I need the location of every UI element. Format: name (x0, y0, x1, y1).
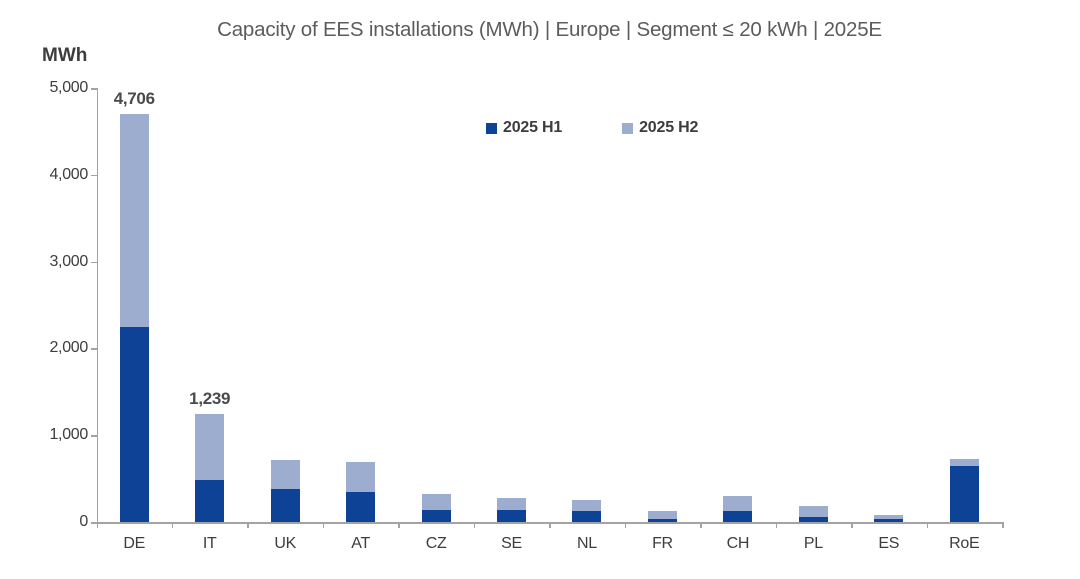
x-axis-tick (549, 522, 551, 528)
bar-CZ-h1 (421, 510, 451, 522)
bar-ES-h1 (874, 518, 904, 522)
x-axis-tick (1002, 522, 1004, 528)
y-axis-tick (90, 522, 98, 524)
y-tick-label: 5,000 (49, 79, 88, 96)
bar-PL-h2 (798, 505, 828, 517)
x-axis-tick (247, 522, 249, 528)
x-axis-tick (473, 522, 476, 528)
x-axis-tick (851, 522, 853, 528)
value-label-IT: 1,239 (189, 389, 231, 409)
x-tick-label-NL: NL (577, 535, 597, 552)
x-axis-tick (398, 522, 400, 528)
bar-SE-h1 (497, 509, 527, 522)
x-tick-label-SE: SE (501, 535, 522, 552)
y-axis-tick (90, 261, 98, 264)
x-tick-label-RoE: RoE (949, 535, 980, 552)
x-axis-tick (775, 522, 778, 528)
y-axis-tick (90, 88, 98, 90)
bar-PL-h1 (798, 516, 828, 522)
bar-UK-h2 (270, 459, 300, 490)
y-tick-label: 3,000 (49, 252, 88, 270)
bar-FR-h1 (647, 518, 677, 522)
bar-ES-h2 (874, 514, 904, 519)
value-label-DE: 4,706 (113, 88, 155, 108)
bar-DE-h1 (119, 326, 149, 522)
legend: 2025 H1 2025 H2 (486, 119, 698, 137)
x-axis-tick (926, 522, 929, 528)
x-tick-label-PL: PL (803, 535, 823, 552)
y-tick-label: 1,000 (49, 426, 88, 444)
x-tick-label-DE: DE (123, 535, 146, 552)
y-axis-tick (90, 348, 98, 350)
y-tick-label: 2,000 (49, 339, 88, 357)
bar-SE-h2 (497, 497, 527, 510)
x-tick-label-CZ: CZ (425, 535, 447, 552)
bar-IT-h1 (195, 480, 225, 522)
bar-CH-h2 (723, 495, 753, 511)
y-axis-tick (90, 174, 98, 177)
legend-label-h2: 2025 H2 (639, 119, 699, 136)
bar-CH-h1 (723, 510, 753, 522)
x-tick-label-AT: AT (351, 535, 370, 552)
x-axis-tick (171, 522, 174, 528)
bar-NL-h1 (572, 511, 602, 522)
legend-item-2025-h1: 2025 H1 (486, 119, 562, 137)
x-axis-tick (700, 522, 702, 528)
x-axis-tick (624, 522, 627, 528)
x-axis-tick (322, 522, 325, 528)
legend-item-2025-h2: 2025 H2 (622, 119, 698, 137)
legend-swatch-h2-icon (622, 122, 634, 134)
bar-CZ-h2 (421, 494, 451, 511)
bar-UK-h1 (270, 489, 300, 522)
chart-title: Capacity of EES installations (MWh) | Eu… (217, 18, 882, 41)
bar-FR-h2 (647, 511, 677, 519)
y-tick-label: 0 (79, 513, 88, 530)
y-axis-line (96, 88, 98, 522)
bar-RoE-h1 (949, 466, 979, 522)
bar-NL-h2 (572, 500, 602, 512)
bar-AT-h2 (346, 462, 376, 492)
x-tick-label-ES: ES (878, 535, 900, 552)
y-axis-tick (90, 435, 98, 437)
y-tick-label: 4,000 (49, 165, 88, 183)
x-tick-label-UK: UK (274, 535, 296, 552)
bar-AT-h1 (346, 491, 376, 522)
bar-RoE-h2 (949, 458, 979, 466)
legend-swatch-h1-icon (486, 122, 497, 134)
legend-label-h1: 2025 H1 (503, 119, 563, 136)
bar-DE-h2 (119, 113, 149, 327)
x-axis-tick (96, 522, 98, 528)
x-tick-label-CH: CH (726, 535, 750, 552)
x-tick-label-IT: IT (202, 535, 217, 552)
x-tick-label-FR: FR (652, 535, 673, 552)
bar-IT-h2 (195, 414, 225, 481)
y-axis-unit-label: MWh (42, 45, 88, 66)
